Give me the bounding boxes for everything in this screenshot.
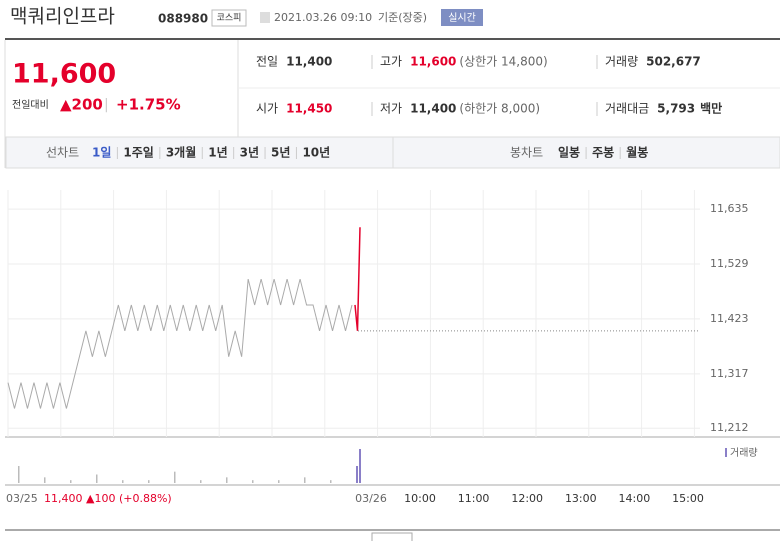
y-tick-label: 11,212 [710, 421, 749, 434]
stat-label: 거래대금 [605, 102, 649, 116]
x-label: 13:00 [565, 492, 597, 505]
stat-label: 시가 [256, 102, 278, 116]
stock-code: 088980 [158, 12, 208, 26]
today-price-line [354, 227, 361, 331]
stat-note: (하한가 8,000) [459, 102, 540, 116]
x-label: 03/25 [6, 492, 38, 505]
volume-bar [44, 477, 46, 483]
tab[interactable]: 1년 [208, 146, 227, 160]
stat-value: 11,600 [410, 55, 456, 69]
stat-value: 11,450 [286, 102, 332, 116]
volume-bar [226, 477, 228, 483]
stat-value: 11,400 [410, 102, 456, 116]
stat-unit: 백만 [700, 101, 722, 116]
volume-bar [356, 466, 358, 483]
volume-bar [96, 474, 98, 483]
stat-value: 11,400 [286, 55, 332, 69]
market-badge [211, 9, 247, 27]
basis: 기준(장중) [378, 11, 427, 24]
tab[interactable]: 월봉 [626, 145, 648, 160]
tab[interactable]: 일봉 [558, 146, 580, 160]
stat-label: 전일 [256, 55, 278, 69]
change-rate: +1.75% [116, 96, 181, 114]
calendar-icon [260, 12, 270, 23]
y-tick-label: 11,423 [710, 312, 749, 325]
prev-price-line [7, 278, 353, 409]
stock-name: 맥쿼리인프라 [10, 6, 115, 28]
x-label: 15:00 [672, 492, 704, 505]
datetime: 2021.03.26 09:10 [274, 11, 372, 24]
volume-bar [330, 480, 332, 483]
tab[interactable]: 5년 [271, 146, 290, 160]
prev-summary: 11,400 ▲100 (+0.88%) [44, 492, 172, 505]
x-label: 11:00 [458, 492, 490, 505]
realtime-badge[interactable] [441, 9, 483, 26]
tab[interactable]: 10년 [302, 146, 330, 160]
tab[interactable]: 1일 [92, 146, 111, 160]
volume-bar [70, 480, 72, 483]
y-tick-label: 11,529 [710, 257, 749, 270]
tab[interactable]: 1주일 [123, 146, 153, 160]
volume-bar [278, 480, 280, 483]
price: 11,600 [12, 59, 116, 90]
y-tick-label: 11,635 [710, 202, 749, 215]
stat-value: 5,793 [657, 102, 695, 116]
collapse-button[interactable] [371, 532, 413, 544]
stat-value: 502,677 [646, 55, 701, 69]
legend-swatch [725, 448, 727, 457]
volume-bar [252, 480, 254, 483]
tab[interactable]: 주봉 [592, 146, 614, 160]
stat-label: 고가 [380, 55, 402, 69]
volume-bar [304, 477, 306, 483]
tab[interactable]: 3개월 [166, 145, 196, 160]
change: ▲200 [60, 96, 103, 114]
x-label: 14:00 [619, 492, 651, 505]
stat-label: 저가 [380, 102, 402, 116]
volume-bar [122, 480, 124, 483]
line-chart-label: 선차트 [46, 146, 79, 160]
market: 코스피 [217, 13, 242, 24]
stat-label: 거래량 [605, 55, 638, 69]
volume-bar [200, 480, 202, 483]
candle-chart-label: 봉차트 [510, 146, 543, 160]
sep: | [104, 97, 109, 113]
y-tick-label: 11,317 [710, 367, 749, 380]
x-label: 12:00 [511, 492, 543, 505]
x-label: 03/26 [355, 492, 387, 505]
volume-bar [148, 480, 150, 483]
stat-note: (상한가 14,800) [459, 55, 547, 69]
realtime[interactable]: 실시간 [448, 12, 476, 24]
volume-bar [18, 466, 20, 483]
volume-bar [174, 471, 176, 483]
volume-bar [359, 449, 361, 483]
change-label: 전일대비 [12, 99, 49, 111]
volume-legend: 거래량 [730, 447, 758, 459]
tab[interactable]: 3년 [240, 146, 259, 160]
x-label: 10:00 [404, 492, 436, 505]
